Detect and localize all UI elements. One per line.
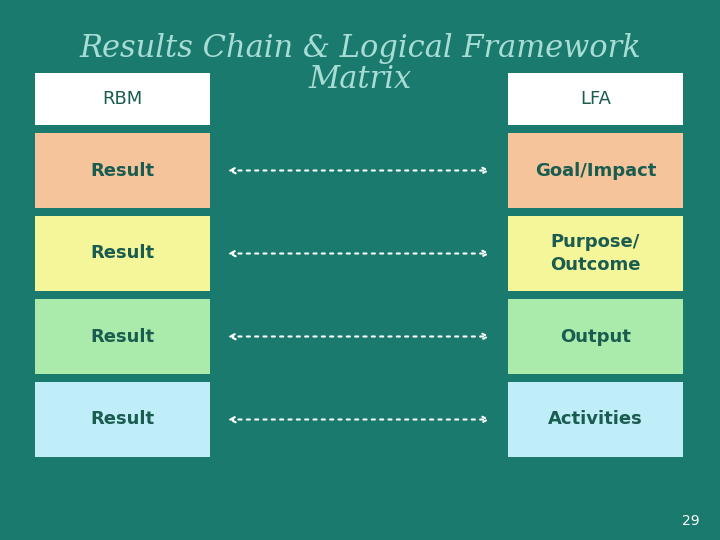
FancyBboxPatch shape	[508, 133, 683, 208]
Text: Matrix: Matrix	[308, 64, 412, 96]
FancyBboxPatch shape	[35, 216, 210, 291]
Text: 29: 29	[683, 514, 700, 528]
Text: Result: Result	[91, 327, 155, 346]
FancyBboxPatch shape	[508, 216, 683, 291]
Text: Output: Output	[560, 327, 631, 346]
FancyBboxPatch shape	[508, 73, 683, 125]
Text: Activities: Activities	[548, 410, 643, 429]
Text: Results Chain & Logical Framework: Results Chain & Logical Framework	[79, 32, 641, 64]
FancyBboxPatch shape	[35, 382, 210, 457]
FancyBboxPatch shape	[35, 299, 210, 374]
FancyBboxPatch shape	[508, 299, 683, 374]
FancyBboxPatch shape	[35, 73, 210, 125]
Text: Result: Result	[91, 245, 155, 262]
Text: LFA: LFA	[580, 90, 611, 108]
Text: RBM: RBM	[102, 90, 143, 108]
Text: Goal/Impact: Goal/Impact	[535, 161, 656, 179]
FancyBboxPatch shape	[508, 382, 683, 457]
FancyBboxPatch shape	[35, 133, 210, 208]
Text: Result: Result	[91, 161, 155, 179]
Text: Result: Result	[91, 410, 155, 429]
Text: Purpose/
Outcome: Purpose/ Outcome	[550, 233, 641, 274]
